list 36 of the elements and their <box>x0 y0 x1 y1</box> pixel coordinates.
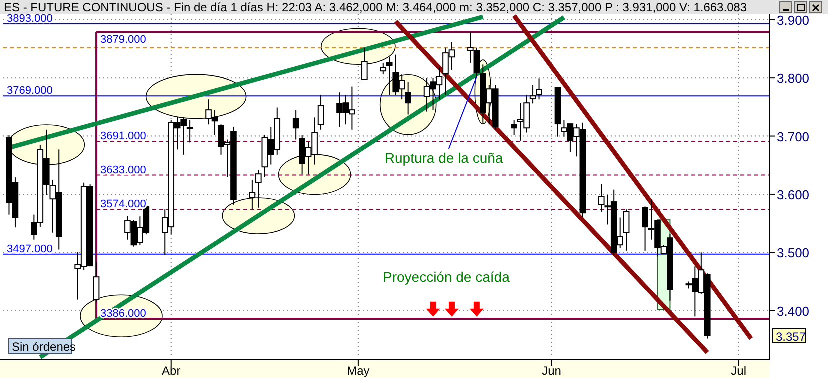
y-tick-label: 3.500 <box>777 246 810 261</box>
annotation: 3.357 <box>776 330 806 344</box>
candlestick <box>318 94 324 130</box>
candlestick <box>362 47 368 80</box>
chart-title: ES - FUTURE CONTINUOUS - Fin de día 1 días H: 22:03 A: 3.462,000 M: 3.464,000 m: 3.352,000 C: 3.357,000 P : 3.931,000 V: 1.663.083 <box>4 0 748 14</box>
x-tick-label: May <box>347 364 370 378</box>
ref-line-label: 3691.000 <box>100 130 146 143</box>
candlestick <box>536 78 542 100</box>
y-tick-label: 3.600 <box>777 187 810 202</box>
y-tick-label: 3.900 <box>777 12 810 28</box>
ref-line-label: 3633.000 <box>100 164 146 176</box>
candlestick <box>386 56 393 96</box>
candlestick <box>511 119 518 136</box>
candlestick <box>623 209 630 252</box>
candlestick <box>93 261 100 303</box>
ref-line-label: 3574.000 <box>100 198 146 211</box>
candlestick <box>380 62 387 76</box>
annotation: Proyección de caída <box>383 269 510 285</box>
candlestick <box>186 119 194 144</box>
x-tick-label: Abr <box>162 364 181 378</box>
y-tick-label: 3.400 <box>777 304 810 319</box>
candlestick <box>256 170 262 208</box>
ref-line-label: 3879.000 <box>100 34 146 46</box>
candlestick <box>642 206 648 252</box>
y-tick-label: 3.700 <box>777 129 810 144</box>
x-tick-label: Jul <box>731 364 746 378</box>
candlestick <box>405 82 412 116</box>
ref-line-label: 3769.000 <box>7 85 53 98</box>
candlestick <box>530 84 536 104</box>
annotation: Ruptura de la cuña <box>384 150 504 166</box>
candlestick <box>292 110 300 140</box>
candlestick <box>249 179 256 210</box>
ref-line-label: 3497.000 <box>7 243 53 256</box>
y-tick-label: 3.800 <box>777 71 810 86</box>
ref-line-label: 3893.000 <box>7 12 53 25</box>
x-tick-label: Jun <box>542 364 562 378</box>
